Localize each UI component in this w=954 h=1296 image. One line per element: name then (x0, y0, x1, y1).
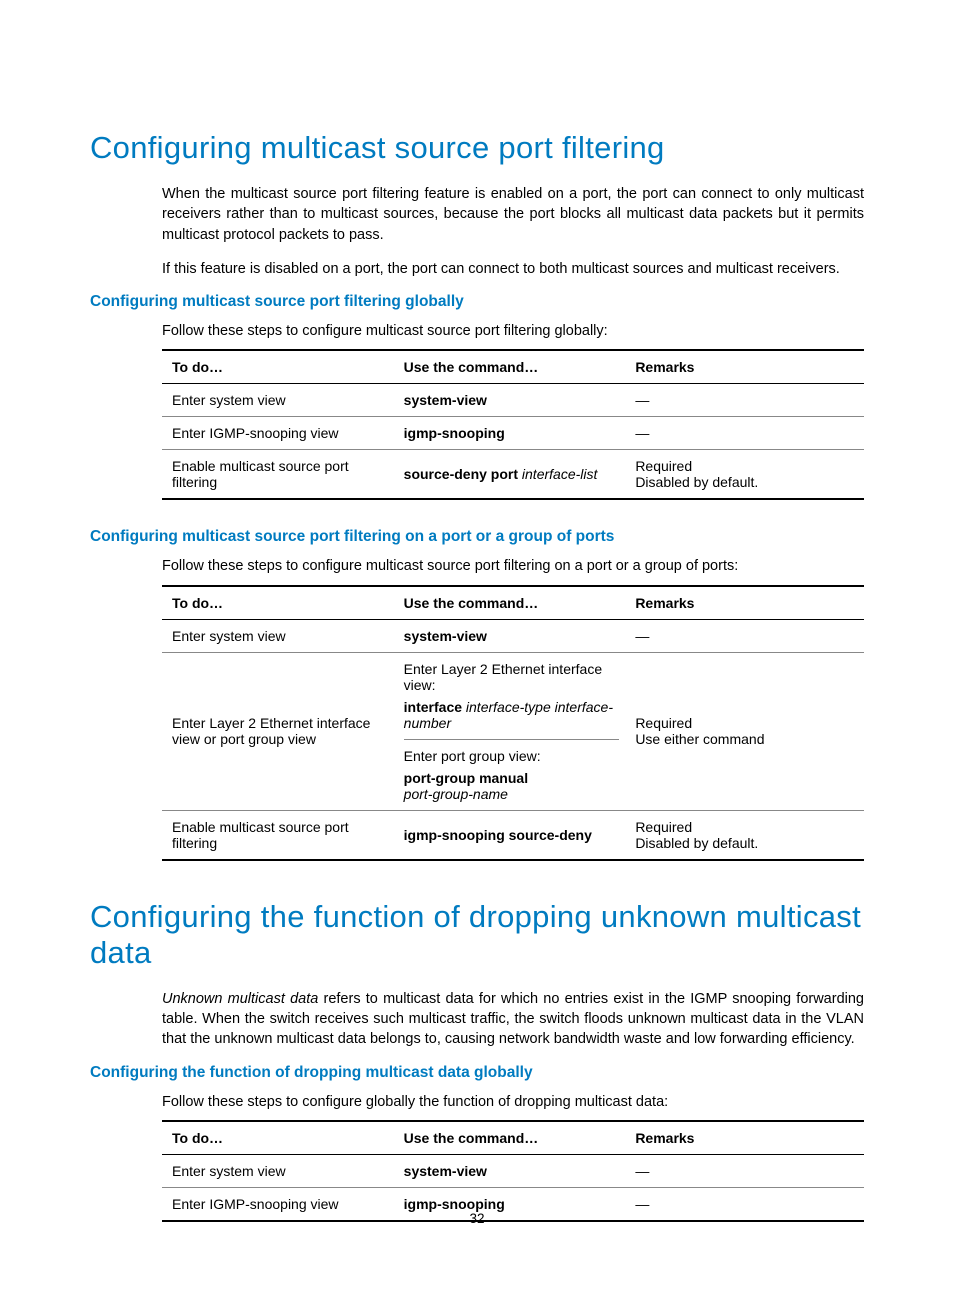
cell-cmd: system-view (394, 1154, 626, 1187)
cell-remarks: Required Use either command (625, 652, 864, 810)
paragraph: Unknown multicast data refers to multica… (162, 989, 864, 1050)
table-header-row: To do… Use the command… Remarks (162, 586, 864, 620)
section2-body: Unknown multicast data refers to multica… (90, 989, 864, 1050)
cell-remarks: — (625, 619, 864, 652)
col-header: To do… (162, 586, 394, 620)
col-header: Use the command… (394, 586, 626, 620)
subheading: Configuring the function of dropping mul… (90, 1064, 864, 1082)
cell-cmd: source-deny port interface-list (394, 450, 626, 500)
paragraph: If this feature is disabled on a port, t… (162, 259, 864, 279)
cell-remarks: — (625, 417, 864, 450)
cell-todo: Enter IGMP-snooping view (162, 417, 394, 450)
table-header-row: To do… Use the command… Remarks (162, 350, 864, 384)
cell-remarks: Required Disabled by default. (625, 450, 864, 500)
table-row: Enter system view system-view — (162, 1154, 864, 1187)
cell-todo: Enter system view (162, 619, 394, 652)
table-row: Enable multicast source port filtering s… (162, 450, 864, 500)
page-number: 32 (0, 1211, 954, 1226)
cell-cmd: igmp-snooping source-deny (394, 810, 626, 860)
col-header: Use the command… (394, 1121, 626, 1155)
section1-body: When the multicast source port filtering… (90, 184, 864, 279)
table-row: Enter system view system-view — (162, 619, 864, 652)
cell-cmd: Enter Layer 2 Ethernet interface view: i… (394, 652, 626, 810)
subsection-port: Configuring multicast source port filter… (90, 528, 864, 860)
heading-source-port-filtering: Configuring multicast source port filter… (90, 130, 864, 166)
table-row: Enable multicast source port filtering i… (162, 810, 864, 860)
table-row: Enter Layer 2 Ethernet interface view or… (162, 652, 864, 810)
steps-table-drop: To do… Use the command… Remarks Enter sy… (162, 1120, 864, 1222)
cell-todo: Enter system view (162, 384, 394, 417)
steps-table-port: To do… Use the command… Remarks Enter sy… (162, 585, 864, 861)
subheading: Configuring multicast source port filter… (90, 528, 864, 546)
col-header: Remarks (625, 1121, 864, 1155)
col-header: Remarks (625, 350, 864, 384)
cell-todo: Enable multicast source port filtering (162, 810, 394, 860)
table-row: Enter system view system-view — (162, 384, 864, 417)
subsection-drop-global: Configuring the function of dropping mul… (90, 1064, 864, 1222)
page: Configuring multicast source port filter… (0, 0, 954, 1296)
col-header: Use the command… (394, 350, 626, 384)
lead-text: Follow these steps to configure globally… (162, 1092, 864, 1112)
cell-todo: Enter Layer 2 Ethernet interface view or… (162, 652, 394, 810)
cell-cmd: system-view (394, 619, 626, 652)
cell-todo: Enable multicast source port filtering (162, 450, 394, 500)
heading-drop-unknown: Configuring the function of dropping unk… (90, 899, 864, 971)
steps-table-global: To do… Use the command… Remarks Enter sy… (162, 349, 864, 500)
cell-remarks: Required Disabled by default. (625, 810, 864, 860)
subsection-global: Configuring multicast source port filter… (90, 293, 864, 500)
subheading: Configuring multicast source port filter… (90, 293, 864, 311)
col-header: To do… (162, 350, 394, 384)
lead-text: Follow these steps to configure multicas… (162, 556, 864, 576)
cell-remarks: — (625, 1154, 864, 1187)
table-row: Enter IGMP-snooping view igmp-snooping — (162, 417, 864, 450)
cell-todo: Enter system view (162, 1154, 394, 1187)
col-header: To do… (162, 1121, 394, 1155)
cell-remarks: — (625, 384, 864, 417)
cell-cmd: system-view (394, 384, 626, 417)
col-header: Remarks (625, 586, 864, 620)
table-header-row: To do… Use the command… Remarks (162, 1121, 864, 1155)
paragraph: When the multicast source port filtering… (162, 184, 864, 245)
lead-text: Follow these steps to configure multicas… (162, 321, 864, 341)
cell-cmd: igmp-snooping (394, 417, 626, 450)
